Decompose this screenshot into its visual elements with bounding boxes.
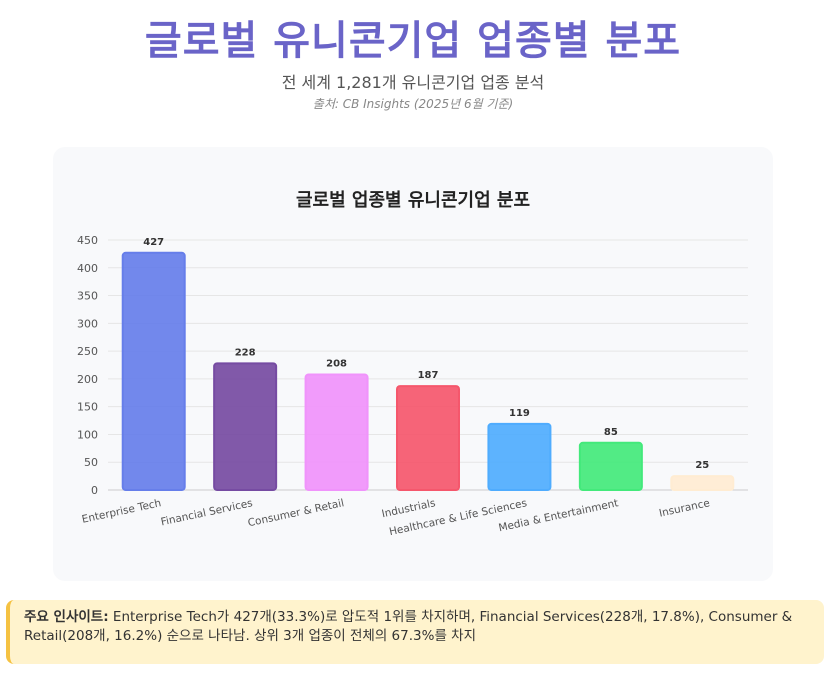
data-label: 427 bbox=[143, 237, 164, 248]
insight-text: Enterprise Tech가 427개(33.3%)로 압도적 1위를 차지… bbox=[24, 609, 793, 644]
insight-label: 주요 인사이트: bbox=[24, 609, 109, 625]
x-tick-label: Insurance bbox=[658, 497, 711, 519]
bar bbox=[213, 362, 278, 491]
y-tick-label: 450 bbox=[77, 234, 98, 247]
bar bbox=[670, 475, 735, 492]
y-tick-label: 250 bbox=[77, 345, 98, 358]
data-label: 85 bbox=[604, 427, 618, 438]
page-subtitle: 전 세계 1,281개 유니콘기업 업종 분석 bbox=[281, 73, 545, 92]
y-tick-label: 50 bbox=[84, 456, 98, 469]
data-label: 25 bbox=[695, 460, 709, 471]
chart-title: 글로벌 업종별 유니콘기업 분포 bbox=[296, 190, 530, 211]
bar bbox=[396, 385, 460, 491]
x-tick-label: Industrials bbox=[381, 497, 437, 520]
y-tick-label: 300 bbox=[77, 317, 98, 330]
insight-box: 주요 인사이트: Enterprise Tech가 427개(33.3%)로 압… bbox=[6, 600, 824, 664]
bar bbox=[121, 251, 186, 492]
bar-chart: 글로벌 업종별 유니콘기업 분포 0 50 100 150 200 250 300 350 400… bbox=[77, 190, 748, 538]
y-tick-label: 150 bbox=[77, 401, 98, 414]
bar bbox=[578, 441, 643, 491]
y-tick-label: 400 bbox=[77, 262, 98, 275]
data-label: 228 bbox=[235, 347, 256, 358]
page-title: 글로벌 유니콘기업 업종별 분포 bbox=[144, 18, 682, 64]
bar bbox=[487, 422, 552, 491]
x-tick-label: Consumer & Retail bbox=[247, 497, 345, 529]
bar bbox=[304, 373, 369, 491]
data-label: 187 bbox=[418, 370, 439, 381]
y-tick-label: 0 bbox=[91, 484, 98, 497]
data-label: 208 bbox=[326, 358, 347, 369]
y-tick-label: 100 bbox=[77, 428, 98, 441]
x-tick-label: Enterprise Tech bbox=[81, 497, 163, 526]
x-tick-label: Financial Services bbox=[160, 497, 254, 528]
y-tick-label: 350 bbox=[77, 290, 98, 303]
data-label: 119 bbox=[509, 408, 530, 419]
y-tick-label: 200 bbox=[77, 373, 98, 386]
source-note: 출처: CB Insights (2025년 6월 기준) bbox=[312, 97, 514, 111]
